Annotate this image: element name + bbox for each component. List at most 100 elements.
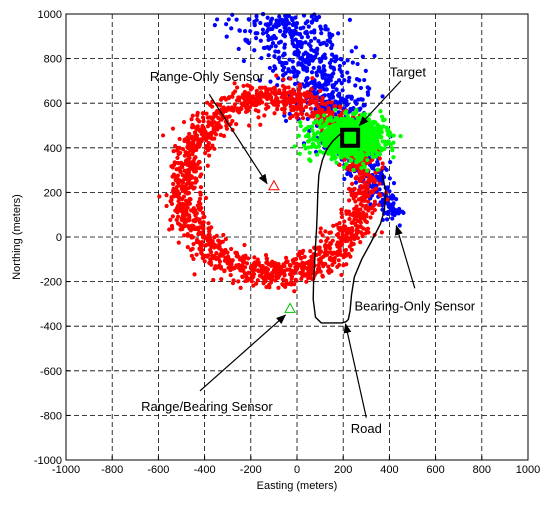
range-only-point <box>294 278 299 283</box>
range-only-point <box>240 274 245 279</box>
range-bearing-point <box>371 126 376 131</box>
annotation-label: Range/Bearing Sensor <box>141 399 273 414</box>
range-only-point <box>318 230 323 235</box>
bearing-only-point <box>362 77 367 83</box>
range-only-point <box>319 98 325 103</box>
range-bearing-point <box>375 122 381 128</box>
range-bearing-point <box>345 131 350 137</box>
range-only-point <box>194 166 199 171</box>
range-bearing-point <box>333 116 338 121</box>
range-only-point <box>214 233 219 238</box>
y-tick-label: -200 <box>40 277 62 289</box>
range-only-point <box>352 206 357 212</box>
range-only-point <box>308 248 313 254</box>
range-only-point <box>264 256 269 261</box>
bearing-only-point <box>323 55 328 61</box>
range-only-point <box>362 180 367 185</box>
range-only-point <box>308 106 314 111</box>
bearing-only-point <box>377 187 382 192</box>
range-bearing-point <box>387 130 393 136</box>
range-only-point <box>304 112 309 117</box>
range-only-point <box>206 140 211 146</box>
range-only-point <box>182 177 187 182</box>
bearing-only-point <box>270 26 275 32</box>
range-bearing-point <box>359 165 364 171</box>
range-only-point <box>174 217 179 223</box>
range-only-point <box>234 122 239 127</box>
range-only-point <box>257 94 263 99</box>
range-only-point <box>323 229 328 234</box>
range-only-point <box>229 106 235 111</box>
range-only-point <box>205 238 210 243</box>
range-only-point <box>339 210 344 216</box>
range-only-point <box>357 219 362 224</box>
range-only-point <box>264 102 269 107</box>
range-only-point <box>209 132 214 137</box>
range-only-point <box>195 162 200 167</box>
range-bearing-point <box>349 117 355 122</box>
x-tick-label: -200 <box>240 464 262 476</box>
range-bearing-point <box>369 146 374 151</box>
range-bearing-point <box>386 127 391 132</box>
range-only-point <box>215 265 220 270</box>
range-only-point <box>339 214 344 220</box>
range-bearing-point <box>387 133 392 139</box>
range-only-point <box>316 257 321 262</box>
bearing-only-point <box>272 54 277 59</box>
x-tick-label: -600 <box>147 464 169 476</box>
range-only-point <box>298 95 303 100</box>
range-only-point <box>178 169 183 175</box>
range-only-point <box>291 87 296 92</box>
range-only-point <box>190 226 195 231</box>
range-only-point <box>347 216 352 222</box>
range-bearing-point <box>378 109 383 114</box>
range-only-point <box>280 282 285 287</box>
range-only-point <box>264 284 269 290</box>
annotation-label: Target <box>390 64 427 79</box>
range-only-point <box>246 270 251 275</box>
road-path-group <box>312 129 387 324</box>
bearing-only-point <box>341 60 347 66</box>
range-only-point <box>364 187 369 192</box>
bearing-only-point <box>347 75 352 80</box>
range-only-point <box>263 85 268 90</box>
target-marker <box>340 127 361 148</box>
range-only-point <box>366 230 371 235</box>
range-bearing-point <box>334 130 339 135</box>
bearing-only-point <box>342 78 347 83</box>
bearing-only-point <box>312 36 317 41</box>
range-only-point <box>174 188 179 193</box>
range-only-point <box>314 95 319 100</box>
range-only-point <box>211 126 216 132</box>
range-only-point <box>315 245 321 250</box>
bearing-only-point <box>334 100 340 105</box>
bearing-only-point <box>322 52 327 57</box>
range-only-point <box>300 251 305 256</box>
range-only-point <box>294 93 299 98</box>
range-only-point <box>274 73 279 78</box>
y-tick-label: 0 <box>56 232 62 244</box>
range-only-point <box>189 181 195 186</box>
range-only-point <box>361 169 366 174</box>
range-only-point <box>237 264 242 269</box>
range-only-point <box>248 87 254 92</box>
range-only-point <box>176 214 181 219</box>
range-bearing-point <box>326 151 331 156</box>
range-only-point <box>288 76 293 81</box>
range-only-point <box>198 185 204 190</box>
bearing-only-point <box>334 54 339 59</box>
range-bearing-point <box>334 160 339 165</box>
range-only-point <box>349 247 354 252</box>
bearing-only-point <box>302 58 308 63</box>
bearing-only-point <box>312 28 317 33</box>
y-axis-label: Northing (meters) <box>11 194 23 280</box>
range-only-point <box>190 125 195 130</box>
range-bearing-point <box>310 128 315 133</box>
range-bearing-point <box>329 118 334 123</box>
bearing-only-point <box>389 208 394 213</box>
bearing-only-point <box>272 64 277 69</box>
bearing-only-point <box>286 67 291 72</box>
bearing-only-point <box>393 208 398 213</box>
bearing-only-point <box>215 17 220 22</box>
range-only-point <box>353 199 358 204</box>
